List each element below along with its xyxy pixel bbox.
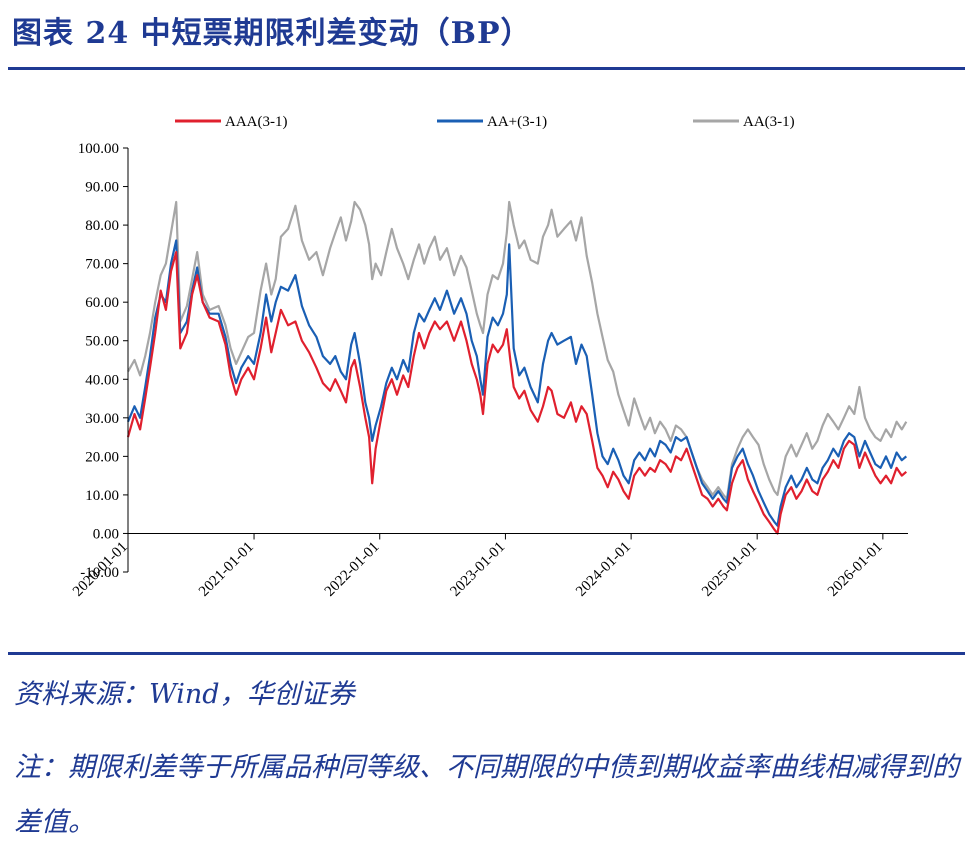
y-tick-label: 90.00	[85, 180, 119, 196]
x-tick-label: 2023-01-01	[447, 539, 508, 600]
legend: AAA(3-1) AA+(3-1) AA(3-1)	[175, 114, 795, 130]
axes-layer: -10.00 0.00 10.00 20.00 30.00 40.00 50.00 60.00…	[70, 141, 908, 600]
y-tick-label: 80.00	[85, 218, 119, 234]
series-line-2	[127, 200, 908, 500]
y-tick-label: 10.00	[85, 488, 119, 504]
footnote: 注：期限利差等于所属品种同等级、不同期限的中债到期收益率曲线相减得到的差值。	[14, 752, 959, 838]
x-tick-label: 2025-01-01	[699, 539, 760, 600]
legend-label: AAA(3-1)	[225, 114, 287, 130]
y-tick-label: 30.00	[85, 411, 119, 427]
x-tick-label: 2020-01-01	[70, 539, 131, 600]
series-layer	[126, 200, 908, 535]
x-tick-label: 2022-01-01	[322, 539, 383, 600]
source-note: 资料来源：Wind，华创证券	[14, 679, 355, 710]
legend-entry-2: AA(3-1)	[693, 114, 795, 130]
y-tick-label: 50.00	[85, 334, 119, 350]
series-line-1	[126, 239, 908, 527]
y-tick-label: 70.00	[85, 257, 119, 273]
figure-title: 图表 24 中短票期限利差变动（BP）	[12, 16, 532, 51]
y-tick-label: 20.00	[85, 449, 119, 465]
legend-label: AA(3-1)	[743, 114, 795, 130]
x-tick-label: 2026-01-01	[825, 539, 886, 600]
y-tick-label: 100.00	[78, 141, 119, 157]
top-rule	[8, 67, 965, 70]
series-line-0	[126, 251, 908, 535]
x-tick-label: 2024-01-01	[573, 539, 634, 600]
line-chart: AAA(3-1) AA+(3-1) AA(3-1) -10.00 0.00 10.00 2…	[70, 114, 908, 600]
legend-label: AA+(3-1)	[487, 114, 547, 130]
y-tick-label: 40.00	[85, 372, 119, 388]
legend-entry-0: AAA(3-1)	[175, 114, 287, 130]
x-tick-label: 2021-01-01	[196, 539, 257, 600]
y-tick-label: -10.00	[80, 565, 119, 581]
y-tick-label: 60.00	[85, 295, 119, 311]
bottom-rule	[8, 652, 965, 655]
legend-entry-1: AA+(3-1)	[437, 114, 547, 130]
y-tick-label: 0.00	[93, 526, 119, 542]
